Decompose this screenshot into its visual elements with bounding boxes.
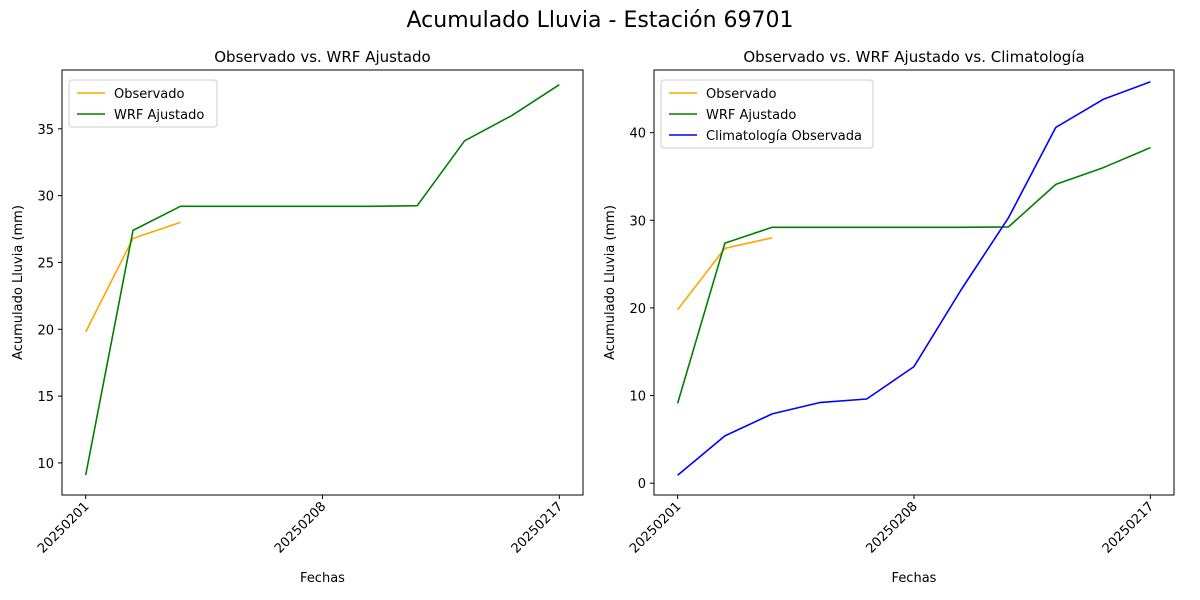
series-line-observado	[84, 221, 181, 333]
y-tick-label: 20	[37, 323, 54, 338]
y-axis-label: Acumulado Lluvia (mm)	[11, 205, 26, 360]
figure-title: Acumulado Lluvia - Estación 69701	[406, 8, 794, 33]
legend-label: Observado	[706, 87, 777, 102]
x-tick-label: 20250208	[863, 499, 920, 556]
y-tick-label: 40	[629, 127, 646, 142]
legend-label: WRF Ajustado	[114, 108, 204, 123]
chart-title: Observado vs. WRF Ajustado vs. Climatolo…	[743, 48, 1084, 66]
x-tick-label: 20250201	[627, 499, 684, 556]
y-tick-label: 10	[629, 390, 646, 405]
y-tick-label: 30	[37, 190, 54, 205]
chart-title: Observado vs. WRF Ajustado	[214, 48, 430, 66]
x-axis-label: Fechas	[892, 571, 937, 586]
legend-label: WRF Ajustado	[706, 108, 796, 123]
y-tick-label: 20	[629, 302, 646, 317]
series-line-climatolog-a-observada	[677, 81, 1151, 476]
x-axis-label: Fechas	[300, 571, 345, 586]
series-line-wrf-ajustado	[676, 146, 1151, 404]
y-tick-label: 0	[638, 477, 646, 492]
y-tick-label: 35	[37, 123, 54, 138]
y-axis-label: Acumulado Lluvia (mm)	[603, 205, 618, 360]
y-tick-label: 10	[37, 457, 54, 472]
y-tick-label: 25	[37, 256, 54, 271]
series-line-observado	[676, 237, 773, 311]
y-tick-label: 30	[629, 214, 646, 229]
series-line-wrf-ajustado	[84, 84, 560, 476]
legend-label: Observado	[114, 87, 185, 102]
legend-box	[68, 79, 218, 128]
x-tick-label: 20250217	[1100, 499, 1157, 556]
legend-label: Climatología Observada	[706, 129, 862, 144]
y-tick-label: 15	[37, 390, 54, 405]
legend-box	[660, 79, 874, 149]
